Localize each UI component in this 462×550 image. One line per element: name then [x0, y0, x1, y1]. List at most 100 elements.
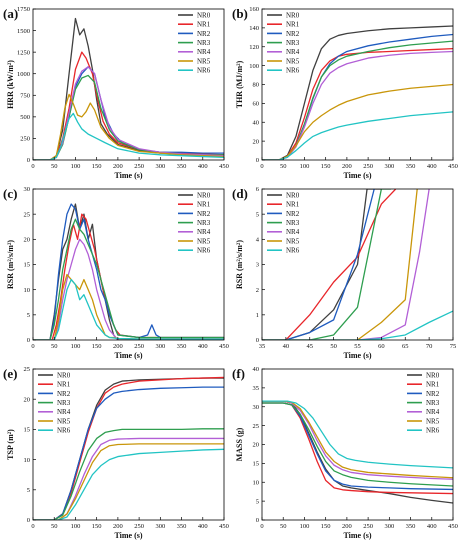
legend-label: NR5 — [286, 237, 300, 245]
y-tick-label: 80 — [253, 82, 260, 89]
x-tick-label: 200 — [342, 163, 352, 170]
x-tick-label: 0 — [31, 343, 34, 350]
x-tick-label: 150 — [92, 523, 102, 530]
legend-label: NR0 — [286, 11, 300, 19]
y-tick-label: 10 — [24, 457, 31, 464]
series-line-nr6 — [33, 112, 224, 160]
x-tick-label: 100 — [71, 523, 81, 530]
y-tick-label: 1750 — [17, 6, 30, 13]
series-line-nr0 — [262, 400, 453, 504]
series-line-nr2 — [262, 189, 375, 340]
legend-label: NR1 — [286, 21, 300, 29]
panel-label: (f) — [232, 366, 245, 381]
legend-label: NR3 — [57, 399, 71, 407]
x-tick-label: 250 — [134, 523, 144, 530]
series-line-nr2 — [33, 386, 224, 520]
x-tick-label: 300 — [155, 163, 165, 170]
x-tick-label: 75 — [450, 343, 457, 350]
series-group — [262, 400, 453, 504]
series-line-nr5 — [33, 93, 224, 160]
legend-label: NR2 — [286, 210, 300, 218]
x-tick-label: 300 — [155, 523, 165, 530]
x-axis-label: Time (s) — [114, 351, 142, 360]
y-tick-label: 10 — [24, 287, 31, 294]
y-tick-label: 25 — [24, 211, 31, 218]
legend-label: NR6 — [197, 67, 211, 75]
y-tick-label: 15 — [24, 262, 31, 269]
series-line-nr3 — [262, 189, 391, 340]
y-tick-label: 40 — [253, 119, 260, 126]
series-line-nr1 — [262, 402, 453, 495]
panel-2: 0 50 100 150 200 250 300 350 400 450 0 5 10 15 20 25 30 T… — [3, 186, 229, 360]
y-axis-label: RSR (m²/s/m²) — [235, 240, 244, 289]
x-tick-label: 200 — [113, 163, 123, 170]
plot-frame — [261, 368, 454, 521]
series-group — [33, 203, 224, 340]
legend-label: NR3 — [197, 39, 211, 47]
y-tick-label: 5 — [27, 312, 30, 319]
series-line-nr6 — [262, 310, 453, 340]
legend-label: NR4 — [197, 228, 211, 236]
x-axis-label: Time (s) — [114, 531, 142, 540]
x-tick-label: 400 — [198, 163, 208, 170]
x-tick-label: 150 — [92, 343, 102, 350]
y-tick-label: 500 — [20, 114, 30, 121]
y-tick-label: 0 — [256, 337, 259, 344]
legend-label: NR2 — [57, 390, 71, 398]
x-tick-label: 50 — [330, 343, 337, 350]
x-axis-label: Time (s) — [343, 171, 371, 180]
x-tick-label: 50 — [280, 163, 287, 170]
x-tick-label: 65 — [402, 343, 409, 350]
series-line-nr3 — [33, 218, 224, 340]
x-tick-label: 400 — [427, 163, 437, 170]
y-tick-label: 0 — [256, 157, 259, 164]
legend-label: NR4 — [426, 408, 440, 416]
x-tick-label: 0 — [260, 523, 263, 530]
x-tick-label: 400 — [427, 523, 437, 530]
y-tick-label: 5 — [256, 498, 259, 505]
x-tick-label: 250 — [363, 163, 373, 170]
legend-label: NR4 — [286, 48, 300, 56]
x-tick-label: 60 — [378, 343, 385, 350]
x-tick-label: 200 — [113, 343, 123, 350]
legend-label: NR4 — [197, 48, 211, 56]
plot-frame — [32, 368, 225, 521]
legend-label: NR0 — [197, 191, 211, 199]
x-tick-label: 100 — [71, 163, 81, 170]
y-tick-label: 140 — [249, 25, 259, 32]
y-tick-label: 1 — [256, 312, 259, 319]
y-tick-label: 35 — [253, 385, 260, 392]
x-axis-label: Time (s) — [343, 351, 371, 360]
x-tick-label: 150 — [321, 523, 331, 530]
y-tick-label: 750 — [20, 92, 30, 99]
legend-label: NR2 — [286, 30, 300, 38]
legend-label: NR6 — [426, 427, 440, 435]
y-tick-label: 0 — [27, 157, 30, 164]
panel-1: 0 50 100 150 200 250 300 350 400 450 0 20 40 60 80 100 1… — [232, 6, 458, 180]
legend-label: NR5 — [286, 57, 300, 65]
legend-label: NR1 — [426, 381, 440, 389]
legend-label: NR6 — [57, 427, 71, 435]
legend-label: NR6 — [286, 67, 300, 75]
x-tick-label: 40 — [283, 343, 290, 350]
y-tick-label: 120 — [249, 44, 259, 51]
legend-label: NR2 — [197, 30, 211, 38]
x-axis-label: Time (s) — [343, 531, 371, 540]
series-line-nr3 — [262, 402, 453, 487]
series-line-nr4 — [262, 400, 453, 480]
plot-frame — [32, 8, 225, 161]
x-tick-label: 300 — [384, 163, 394, 170]
panel-0: 0 50 100 150 200 250 300 350 400 450 0 250 500 750 100… — [3, 6, 229, 180]
x-tick-label: 100 — [300, 163, 310, 170]
x-axis-label: Time (s) — [114, 171, 142, 180]
y-tick-label: 0 — [27, 337, 30, 344]
x-tick-label: 0 — [31, 523, 34, 530]
legend-label: NR2 — [426, 390, 440, 398]
x-tick-label: 350 — [406, 523, 416, 530]
x-tick-label: 50 — [51, 343, 58, 350]
legend-label: NR0 — [57, 371, 71, 379]
x-tick-label: 250 — [134, 343, 144, 350]
